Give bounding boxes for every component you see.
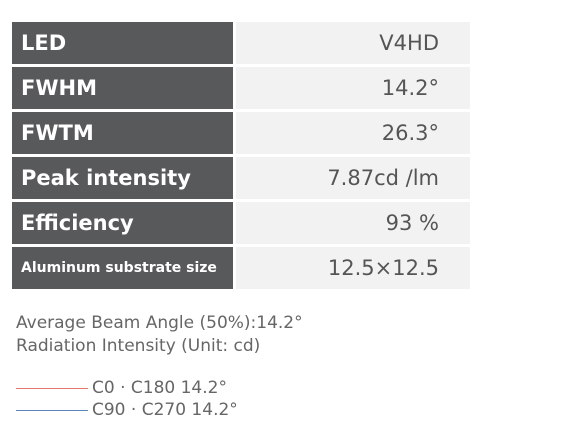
table-row: Aluminum substrate size 12.5×12.5 <box>12 247 470 289</box>
row-label: Aluminum substrate size <box>12 247 233 289</box>
note: Average Beam Angle (50%):14.2° <box>16 313 303 333</box>
table-row: LED V4HD <box>12 22 470 64</box>
note: Radiation Intensity (Unit: cd) <box>16 336 261 356</box>
table-row: Efficiency 93 % <box>12 202 470 244</box>
legend-label: C0 · C180 14.2° <box>92 378 227 398</box>
row-label: FWTM <box>12 112 233 154</box>
row-value: 14.2° <box>236 67 470 109</box>
row-value: V4HD <box>236 22 470 64</box>
row-value: 26.3° <box>236 112 470 154</box>
legend-label: C90 · C270 14.2° <box>92 400 238 420</box>
legend-line <box>16 410 88 411</box>
row-label: Peak intensity <box>12 157 233 199</box>
row-label: Efficiency <box>12 202 233 244</box>
table-row: FWHM 14.2° <box>12 67 470 109</box>
row-value: 7.87cd /lm <box>236 157 470 199</box>
table-row: Peak intensity 7.87cd /lm <box>12 157 470 199</box>
legend-line <box>16 388 88 389</box>
row-value: 93 % <box>236 202 470 244</box>
row-value: 12.5×12.5 <box>236 247 470 289</box>
row-label: FWHM <box>12 67 233 109</box>
table-row: FWTM 26.3° <box>12 112 470 154</box>
row-label: LED <box>12 22 233 64</box>
